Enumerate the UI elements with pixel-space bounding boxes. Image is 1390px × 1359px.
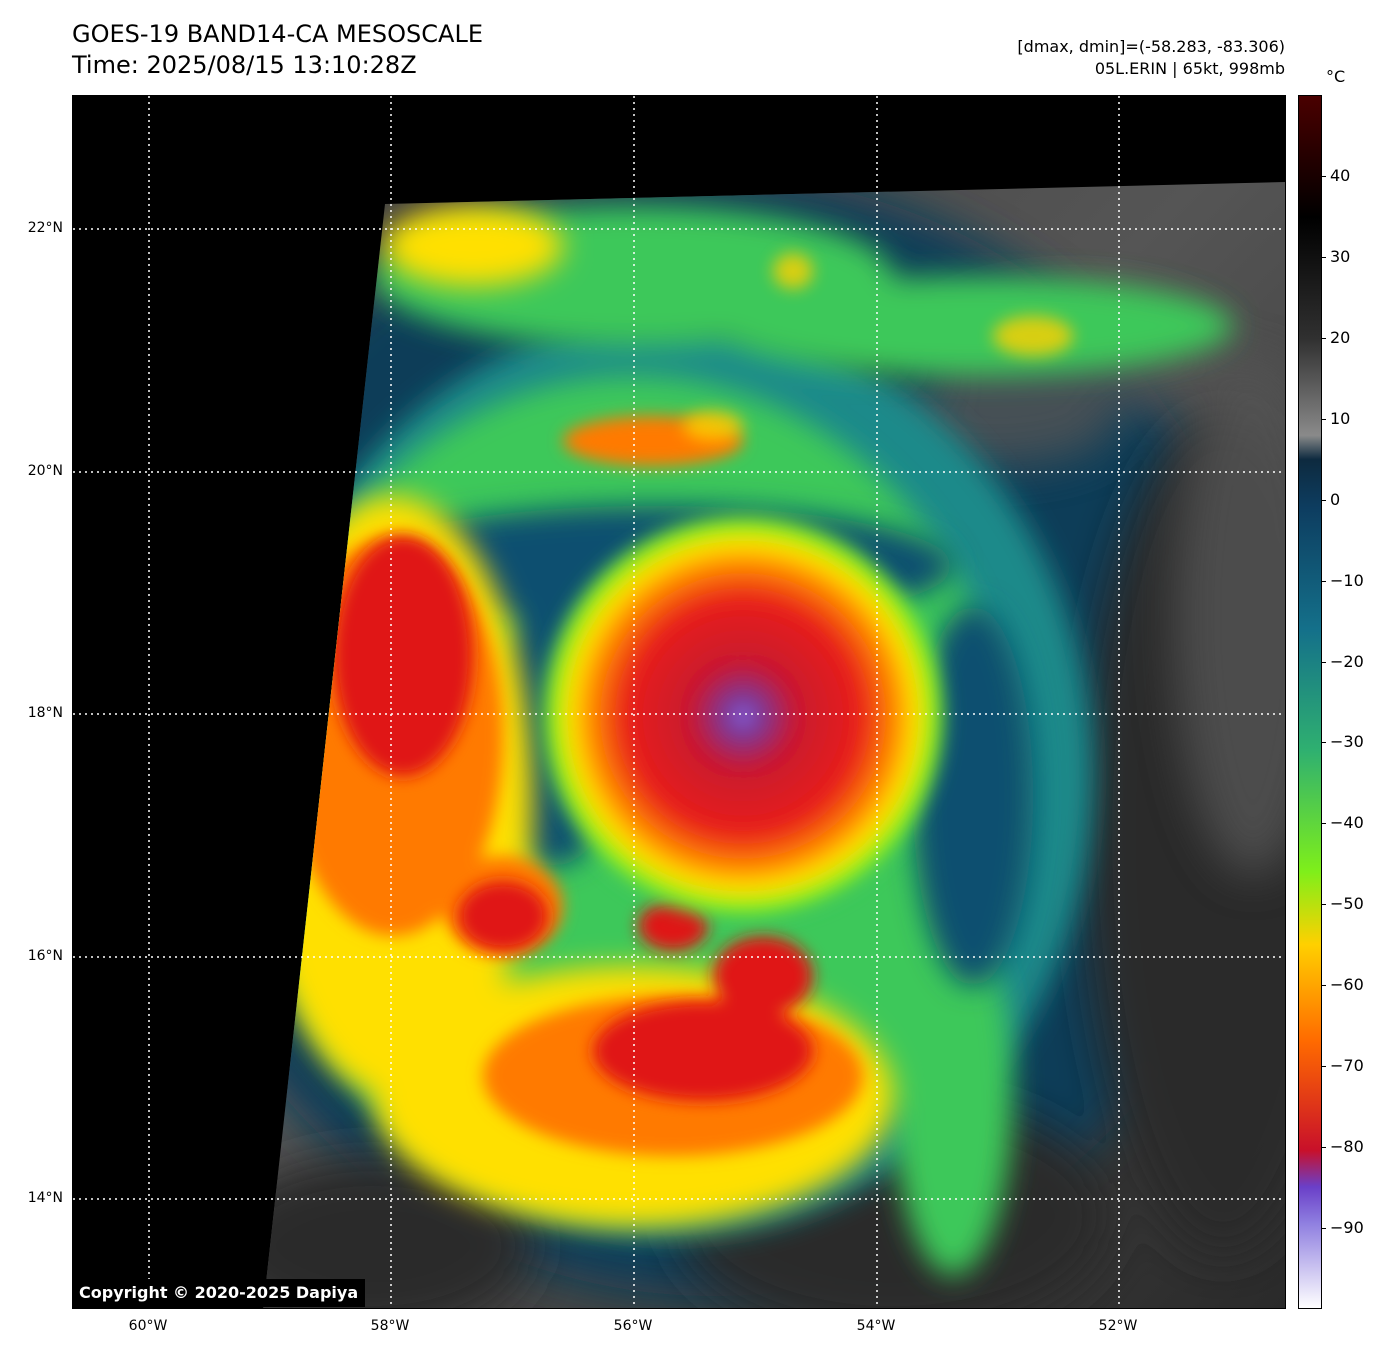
colorbar-tickmark	[1321, 985, 1326, 987]
infrared-imagery	[73, 96, 1285, 1308]
lat-label-14n: 14°N	[27, 1190, 63, 1206]
lon-label-58w: 58°W	[370, 1318, 410, 1334]
colorbar-tick-label: −40	[1330, 813, 1364, 833]
colorbar-tick-label: −90	[1330, 1218, 1364, 1238]
colorbar-tickmark	[1321, 256, 1326, 258]
colorbar-tickmark	[1321, 499, 1326, 501]
colorbar-tick-label: 20	[1330, 327, 1351, 347]
colorbar-tick-label: −10	[1330, 570, 1364, 590]
lat-label-20n: 20°N	[27, 463, 63, 479]
lon-label-56w: 56°W	[613, 1318, 653, 1334]
lon-label-60w: 60°W	[128, 1318, 168, 1334]
storm-info: 05L.ERIN | 65kt, 998mb	[1094, 59, 1285, 78]
colorbar-tick-label: −50	[1330, 894, 1364, 914]
colorbar-tick-label: −70	[1330, 1056, 1364, 1076]
colorbar-tickmark	[1321, 742, 1326, 744]
copyright-notice: Copyright © 2020-2025 Dapiya	[72, 1279, 366, 1307]
colorbar-tickmark	[1321, 904, 1326, 906]
colorbar-tickmark	[1321, 1147, 1326, 1149]
colorbar-tick-label: −20	[1330, 651, 1364, 671]
colorbar-unit: °C	[1326, 67, 1346, 86]
map-title: GOES-19 BAND14-CA MESOSCALE	[72, 20, 483, 48]
colorbar-tickmark	[1321, 1228, 1326, 1230]
map-time: Time: 2025/08/15 13:10:28Z	[72, 51, 417, 79]
colorbar-tickmark	[1321, 175, 1326, 177]
lat-label-22n: 22°N	[27, 220, 63, 236]
graticule	[73, 96, 1285, 1308]
colorbar-tick-label: −30	[1330, 732, 1364, 752]
colorbar-tickmark	[1321, 418, 1326, 420]
colorbar-tickmark	[1321, 580, 1326, 582]
colorbar-tickmark	[1321, 823, 1326, 825]
colorbar-tickmark	[1321, 661, 1326, 663]
satellite-image[interactable]	[72, 95, 1286, 1309]
lat-label-18n: 18°N	[27, 705, 63, 721]
lon-label-54w: 54°W	[856, 1318, 896, 1334]
colorbar-tick-label: 40	[1330, 165, 1351, 185]
colorbar-tick-label: 10	[1330, 408, 1351, 428]
lon-label-52w: 52°W	[1098, 1318, 1138, 1334]
temperature-colorbar	[1298, 95, 1322, 1309]
colorbar-tickmark	[1321, 337, 1326, 339]
colorbar-tick-label: 0	[1330, 489, 1341, 509]
lat-label-16n: 16°N	[27, 948, 63, 964]
temperature-range: [dmax, dmin]=(-58.283, -83.306)	[1017, 37, 1285, 56]
colorbar-tick-label: 30	[1330, 246, 1351, 266]
colorbar-tickmark	[1321, 1066, 1326, 1068]
colorbar-tick-label: −60	[1330, 975, 1364, 995]
colorbar-tick-label: −80	[1330, 1137, 1364, 1157]
